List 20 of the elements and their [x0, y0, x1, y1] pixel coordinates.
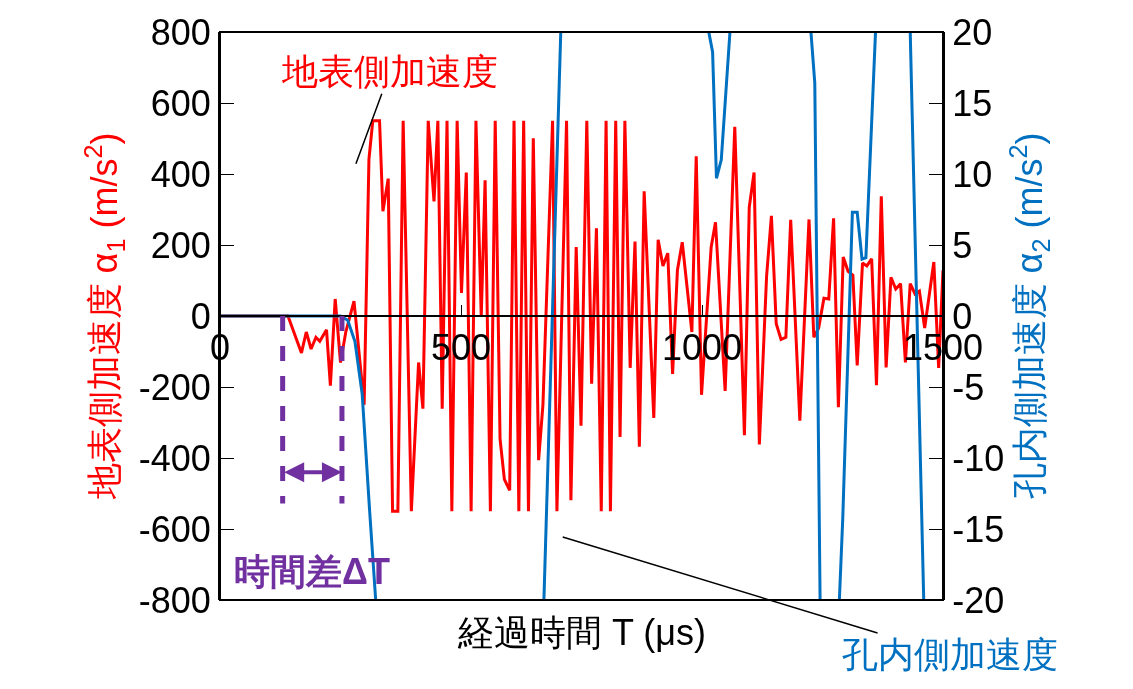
- y-tick-label: -800: [138, 579, 211, 621]
- y2-tick-label: -15: [952, 508, 1005, 550]
- y2-tick-label: -10: [952, 437, 1005, 479]
- text: 孔内側加速度: [842, 634, 1058, 675]
- y-tick-label: 400: [150, 153, 211, 195]
- y2-tick-label: 15: [952, 82, 993, 124]
- y-tick-label: 0: [190, 295, 211, 337]
- y2-tick-label: -20: [952, 579, 1005, 621]
- x-axis-title: 経過時間 T (μs): [457, 612, 707, 653]
- y2-tick-label: 5: [952, 224, 973, 266]
- y-tick-label: 200: [150, 224, 211, 266]
- y2-tick-label: 10: [952, 153, 993, 195]
- y-tick-label: -400: [138, 437, 211, 479]
- y2-tick-label: -5: [952, 366, 985, 408]
- y-tick-label: -200: [138, 366, 211, 408]
- y2-tick-label: 20: [952, 11, 993, 53]
- annotation: 地表側加速度: [281, 51, 498, 92]
- y-tick-label: 600: [150, 82, 211, 124]
- y-tick-label: 800: [150, 11, 211, 53]
- y-tick-label: -600: [138, 508, 211, 550]
